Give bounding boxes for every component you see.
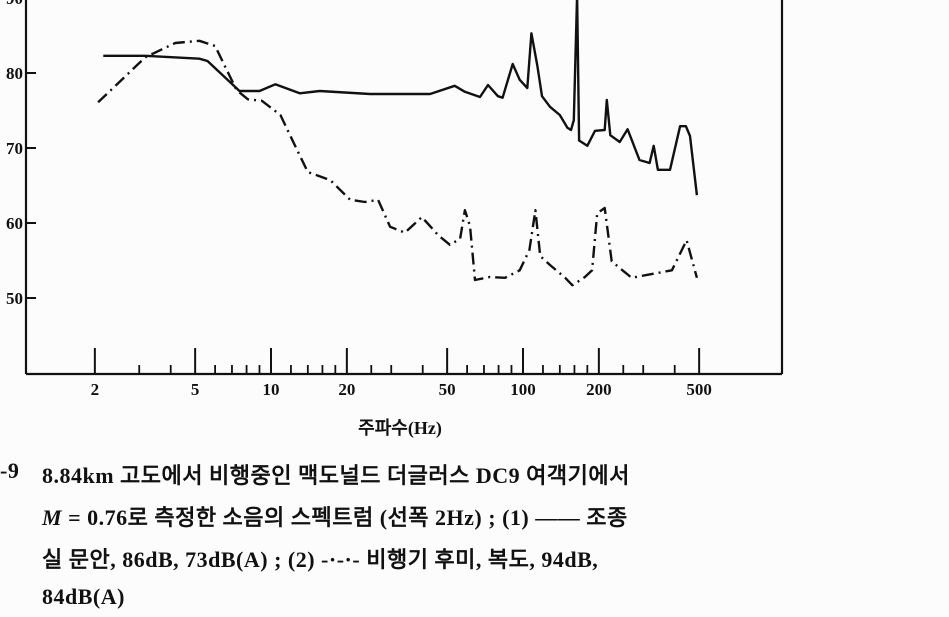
caption-line-1: 8.84km 고도에서 비행중인 맥도널드 더글러스 DC9 여객기에서 [42, 463, 630, 488]
series-group [97, 0, 699, 287]
x-tick-label: 20 [338, 380, 355, 399]
x-tick-label: 2 [91, 380, 100, 399]
mach-variable: M [42, 505, 63, 530]
y-tick-label: 80 [6, 64, 23, 83]
caption-line-2-text: = 0.76로 측정한 소음의 스펙트럼 (선폭 2Hz) ; (1) ―― 조… [62, 505, 628, 530]
ticks: 90 80 70 60 50 2 5 10 20 50 100 200 500 [6, 0, 712, 399]
caption-line-3: 실 문안, 86dB, 73dB(A) ; (2) -·-·- 비행기 후미, … [42, 547, 599, 572]
x-tick-label: 100 [510, 380, 536, 399]
x-axis-label: 주파수(Hz) [358, 418, 442, 438]
y-tick-label: 90 [6, 0, 23, 8]
series-2-dash-dot-line [97, 39, 699, 287]
x-tick-label: 50 [439, 380, 456, 399]
axes [24, 0, 784, 376]
x-tick-label: 200 [586, 380, 612, 399]
y-tick-label: 70 [6, 139, 23, 158]
x-tick-label: 10 [263, 380, 280, 399]
caption-line-2: M = 0.76로 측정한 소음의 스펙트럼 (선폭 2Hz) ; (1) ――… [42, 500, 628, 532]
x-tick-label: 500 [686, 380, 712, 399]
series-1-solid-line [103, 0, 699, 196]
caption-line-4: 84dB(A) [42, 584, 125, 609]
y-tick-label: 50 [6, 289, 23, 308]
y-tick-label: 60 [6, 214, 23, 233]
x-tick-label: 5 [191, 380, 200, 399]
figure-number: -9 [0, 458, 20, 483]
